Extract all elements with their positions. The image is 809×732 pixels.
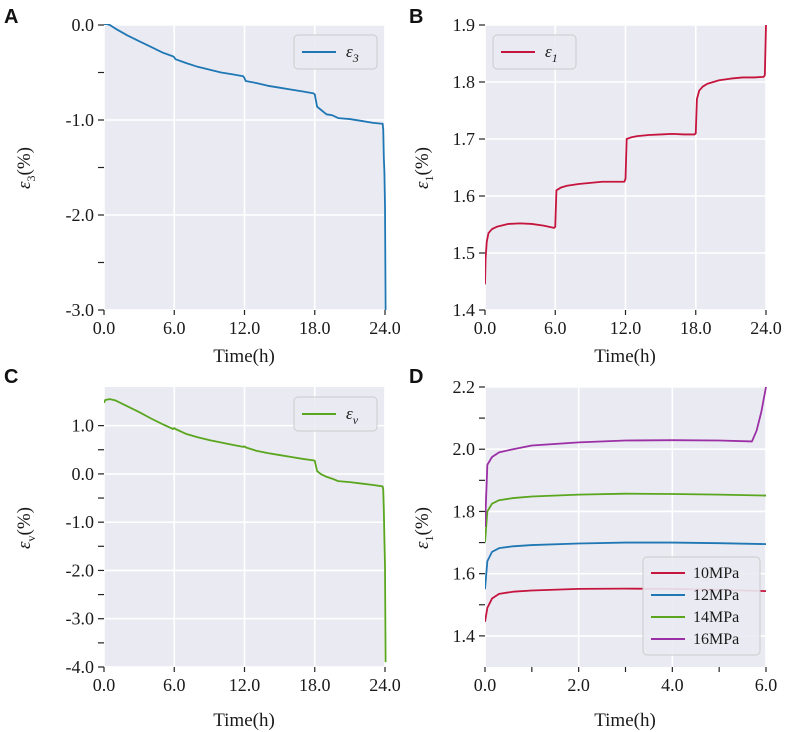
legend-label: 16MPa <box>693 631 739 648</box>
legend-label: 10MPa <box>693 565 739 582</box>
y-axis-label: ε1(%) <box>412 147 436 189</box>
y-tick-label: -3.0 <box>66 609 95 629</box>
y-tick-label: 1.7 <box>453 129 476 149</box>
y-tick-label: 2.2 <box>453 377 476 397</box>
x-tick-label: 24.0 <box>369 675 401 695</box>
x-tick-label: 24.0 <box>369 318 401 338</box>
x-axis-label: Time(h) <box>594 710 656 731</box>
y-axis-label: ε1(%) <box>412 507 436 549</box>
x-axis-label: Time(h) <box>213 346 275 367</box>
x-axis-label: Time(h) <box>213 710 275 731</box>
series-line-3 <box>104 24 387 311</box>
y-tick-label: 0.0 <box>72 464 95 484</box>
x-tick-label: 2.0 <box>567 675 590 695</box>
x-tick-label: 12.0 <box>229 318 261 338</box>
panel-letter: B <box>409 6 423 28</box>
y-tick-label: -1.0 <box>66 512 95 532</box>
x-tick-label: 6.0 <box>755 675 778 695</box>
y-tick-label: -2.0 <box>66 560 95 580</box>
series-line-14mpa <box>485 492 767 543</box>
series-line-v <box>104 398 387 663</box>
x-tick-label: 0.0 <box>93 675 116 695</box>
panel-letter: A <box>4 6 18 28</box>
y-axis-label: εv(%) <box>14 507 38 549</box>
y-tick-label: 1.4 <box>453 300 476 320</box>
legend: ε3 <box>293 34 378 70</box>
panel-letter: C <box>4 366 18 388</box>
legend-label: 14MPa <box>693 609 739 626</box>
x-tick-label: 18.0 <box>680 318 712 338</box>
y-tick-label: 1.6 <box>453 564 476 584</box>
x-tick-label: 6.0 <box>163 675 186 695</box>
series-line-12mpa <box>485 541 767 590</box>
x-tick-label: 6.0 <box>544 318 567 338</box>
y-tick-label: 1.8 <box>453 501 476 521</box>
x-axis-label: Time(h) <box>594 346 656 367</box>
y-tick-label: -3.0 <box>66 300 95 320</box>
x-tick-label: 4.0 <box>661 675 684 695</box>
y-tick-label: 1.4 <box>453 626 476 646</box>
series-line-1 <box>485 24 767 285</box>
y-tick-label: -1.0 <box>66 110 95 130</box>
y-tick-label: 1.0 <box>72 416 95 436</box>
legend-label: ε1 <box>545 42 558 65</box>
legend: 10MPa 12MPa 14MPa 16MPa <box>642 556 761 656</box>
legend: εv <box>293 396 378 432</box>
legend: ε1 <box>492 34 577 70</box>
y-tick-label: 1.6 <box>453 186 476 206</box>
legend-label: ε3 <box>346 42 359 65</box>
legend-box <box>642 556 761 656</box>
y-tick-label: 1.9 <box>453 15 476 35</box>
panel-a: 0.0 6.0 12.0 18.0 24.0 0.0 -1.0 -2.0 -3.0 A Time(h… <box>4 6 401 367</box>
series-line-16mpa <box>485 386 767 528</box>
x-tick-label: 6.0 <box>163 318 186 338</box>
x-tick-label: 12.0 <box>610 318 642 338</box>
panel-b: 0.0 6.0 12.0 18.0 24.0 1.4 1.5 1.6 1.7 1.8 1.9 B Tim… <box>409 6 782 367</box>
y-tick-label: 1.5 <box>453 243 476 263</box>
x-tick-label: 18.0 <box>299 675 331 695</box>
y-tick-label: 0.0 <box>72 15 95 35</box>
panel-letter: D <box>409 366 423 388</box>
x-tick-label: 0.0 <box>93 318 116 338</box>
x-tick-label: 0.0 <box>474 675 497 695</box>
legend-label: εv <box>346 404 359 427</box>
y-tick-label: 2.0 <box>453 439 476 459</box>
legend-label: 12MPa <box>693 587 739 604</box>
x-tick-label: 24.0 <box>750 318 782 338</box>
x-tick-label: 0.0 <box>474 318 497 338</box>
y-axis-label: ε3(%) <box>14 147 38 189</box>
y-tick-label: 1.8 <box>453 72 476 92</box>
y-tick-label: -4.0 <box>66 657 95 677</box>
panel-c: 0.0 6.0 12.0 18.0 24.0 1.0 0.0 -1.0 -2.0 -3.0 -4.0… <box>4 366 401 731</box>
y-tick-label: -2.0 <box>66 205 95 225</box>
x-tick-label: 12.0 <box>229 675 261 695</box>
panel-d: 0.0 2.0 4.0 6.0 1.4 1.6 1.8 2.0 2.2 D Time(h) ε1(%)… <box>409 366 777 731</box>
x-tick-label: 18.0 <box>299 318 331 338</box>
